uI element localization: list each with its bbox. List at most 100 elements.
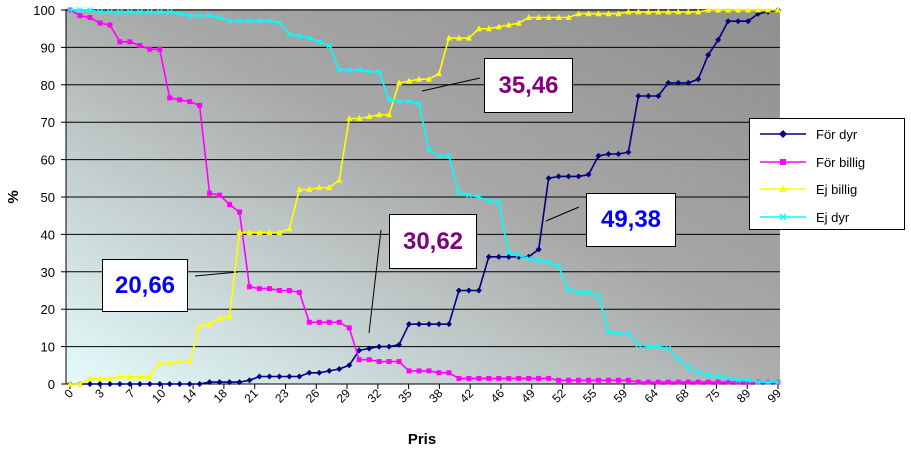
data-point-for-dyr (735, 18, 742, 25)
data-point-for-dyr (336, 366, 343, 373)
data-point-ej-billig (296, 186, 303, 193)
data-point-ej-billig (445, 34, 452, 41)
data-point-for-dyr (725, 18, 732, 25)
data-point-ej-billig (475, 25, 482, 32)
data-point-ej-billig (276, 229, 283, 236)
data-point-ej-billig (485, 25, 492, 32)
x-tick-label: 21 (241, 386, 261, 406)
data-point-ej-dyr (126, 8, 133, 15)
data-point-ej-dyr (735, 377, 742, 384)
data-point-ej-dyr (525, 255, 532, 262)
series-group (67, 6, 781, 387)
data-point-for-dyr (445, 321, 452, 328)
data-point-ej-dyr (246, 18, 253, 25)
data-point-for-billig (516, 375, 522, 381)
data-point-ej-billig (306, 186, 313, 193)
data-point-for-dyr (116, 381, 123, 387)
data-point-for-billig (187, 99, 193, 105)
x-axis: 0 3 7 10 14 18 21 23 26 29 32 35 38 42 46 49 52 55 59 64 68 7… (61, 383, 785, 406)
data-point-ej-billig (695, 8, 702, 15)
data-point-ej-dyr (416, 100, 422, 107)
data-point-ej-dyr (625, 330, 632, 337)
data-point-ej-dyr (376, 68, 383, 75)
data-point-for-billig (655, 379, 661, 385)
data-point-for-billig (526, 375, 532, 381)
legend-item-for-dyr: För dyr (750, 124, 904, 144)
data-point-ej-billig (755, 6, 762, 13)
data-point-for-billig (276, 288, 282, 293)
x-tick-label: 29 (334, 386, 354, 406)
data-point-for-billig (366, 357, 372, 363)
data-point-for-dyr (575, 173, 582, 180)
data-point-ej-dyr (595, 293, 602, 300)
data-point-ej-dyr (396, 98, 402, 105)
callout-leaders (194, 77, 580, 334)
data-point-ej-billig (585, 10, 592, 17)
data-point-for-billig (396, 359, 402, 365)
data-point-ej-billig (505, 21, 512, 28)
data-point-ej-dyr (286, 31, 293, 38)
data-point-ej-dyr (665, 345, 672, 352)
data-point-for-billig (546, 375, 552, 381)
data-point-ej-dyr (136, 8, 143, 15)
callout-49-38: 49,38 (586, 193, 676, 247)
data-point-for-billig (227, 201, 233, 207)
data-point-for-billig (436, 370, 442, 376)
data-point-for-dyr (535, 246, 542, 253)
data-point-for-dyr (176, 381, 183, 387)
data-point-for-billig (207, 190, 213, 196)
x-tick-label: 99 (765, 386, 785, 406)
data-point-ej-dyr (565, 287, 572, 294)
data-point-ej-billig (615, 10, 622, 17)
data-point-for-dyr (745, 18, 752, 25)
legend-label-for-dyr: För dyr (816, 127, 858, 142)
data-point-for-dyr (86, 381, 93, 387)
data-point-for-billig (506, 375, 512, 381)
data-point-ej-dyr (186, 12, 193, 19)
x-tick-label: 0 (61, 386, 76, 401)
data-point-for-dyr (465, 287, 472, 294)
data-point-ej-dyr (615, 330, 622, 337)
data-point-ej-dyr (266, 18, 273, 25)
data-point-ej-billig (775, 6, 781, 13)
data-point-ej-billig (266, 229, 273, 236)
data-point-for-billig (217, 192, 223, 198)
y-tick-label: 10 (41, 340, 55, 355)
data-point-ej-billig (246, 229, 253, 236)
data-point-ej-billig (565, 13, 572, 20)
data-point-for-billig (556, 377, 562, 383)
data-point-ej-billig (595, 10, 602, 17)
data-point-ej-billig (525, 13, 532, 20)
data-point-for-billig (615, 377, 621, 383)
data-point-for-dyr (326, 367, 333, 374)
data-point-ej-dyr (236, 18, 243, 25)
data-point-ej-billig (625, 8, 632, 15)
data-point-ej-dyr (256, 18, 263, 25)
data-point-for-dyr (665, 79, 672, 86)
data-point-for-billig (496, 375, 502, 381)
x-tick-label: 52 (549, 386, 569, 406)
data-point-ej-billig (286, 225, 293, 232)
data-point-ej-dyr (495, 199, 502, 206)
data-point-ej-dyr (635, 341, 642, 348)
y-tick-label: 90 (41, 40, 55, 55)
data-point-ej-dyr (485, 197, 492, 204)
data-point-for-dyr (615, 150, 622, 157)
data-point-ej-billig (535, 13, 542, 20)
x-tick-label: 42 (457, 386, 477, 406)
data-point-ej-billig (406, 77, 413, 84)
data-point-for-dyr (226, 379, 233, 386)
data-point-ej-billig (425, 75, 432, 82)
data-point-for-billig (456, 375, 462, 381)
data-point-ej-dyr (106, 8, 113, 15)
data-point-for-dyr (256, 373, 263, 380)
data-point-for-billig (695, 379, 701, 385)
data-point-ej-billig (226, 313, 233, 320)
data-point-ej-dyr (605, 328, 612, 335)
data-point-ej-dyr (386, 96, 393, 103)
data-point-for-billig (77, 13, 83, 19)
data-point-for-dyr (685, 79, 692, 86)
data-point-ej-dyr (585, 289, 592, 296)
data-point-ej-billig (176, 358, 183, 365)
data-point-ej-billig (635, 8, 642, 15)
